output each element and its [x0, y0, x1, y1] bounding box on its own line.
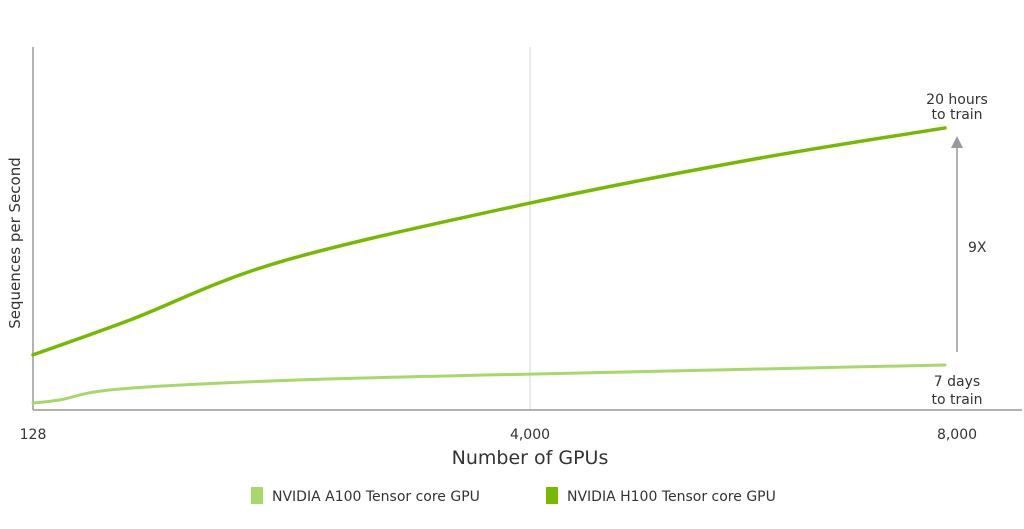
a100-annotation: to train [931, 392, 982, 408]
series-line-h100 [31, 126, 947, 357]
legend-label-h100: NVIDIA H100 Tensor core GPU [567, 489, 776, 505]
y-axis-label: Sequences per Second [6, 157, 24, 328]
arrow-head-icon [951, 136, 963, 148]
x-axis-label: Number of GPUs [452, 447, 609, 469]
series-line-a100 [31, 363, 947, 405]
x-tick-label: 8,000 [937, 427, 977, 443]
x-tick-label: 4,000 [510, 427, 550, 443]
legend-swatch-a100 [251, 487, 263, 504]
h100-annotation: 20 hours [926, 92, 988, 108]
speedup-label: 9X [968, 240, 987, 256]
h100-annotation: to train [931, 107, 982, 123]
a100-annotation: 7 days [934, 374, 980, 390]
legend-swatch-h100 [546, 487, 558, 504]
legend-label-a100: NVIDIA A100 Tensor core GPU [272, 489, 480, 505]
x-tick-label: 128 [20, 427, 47, 443]
